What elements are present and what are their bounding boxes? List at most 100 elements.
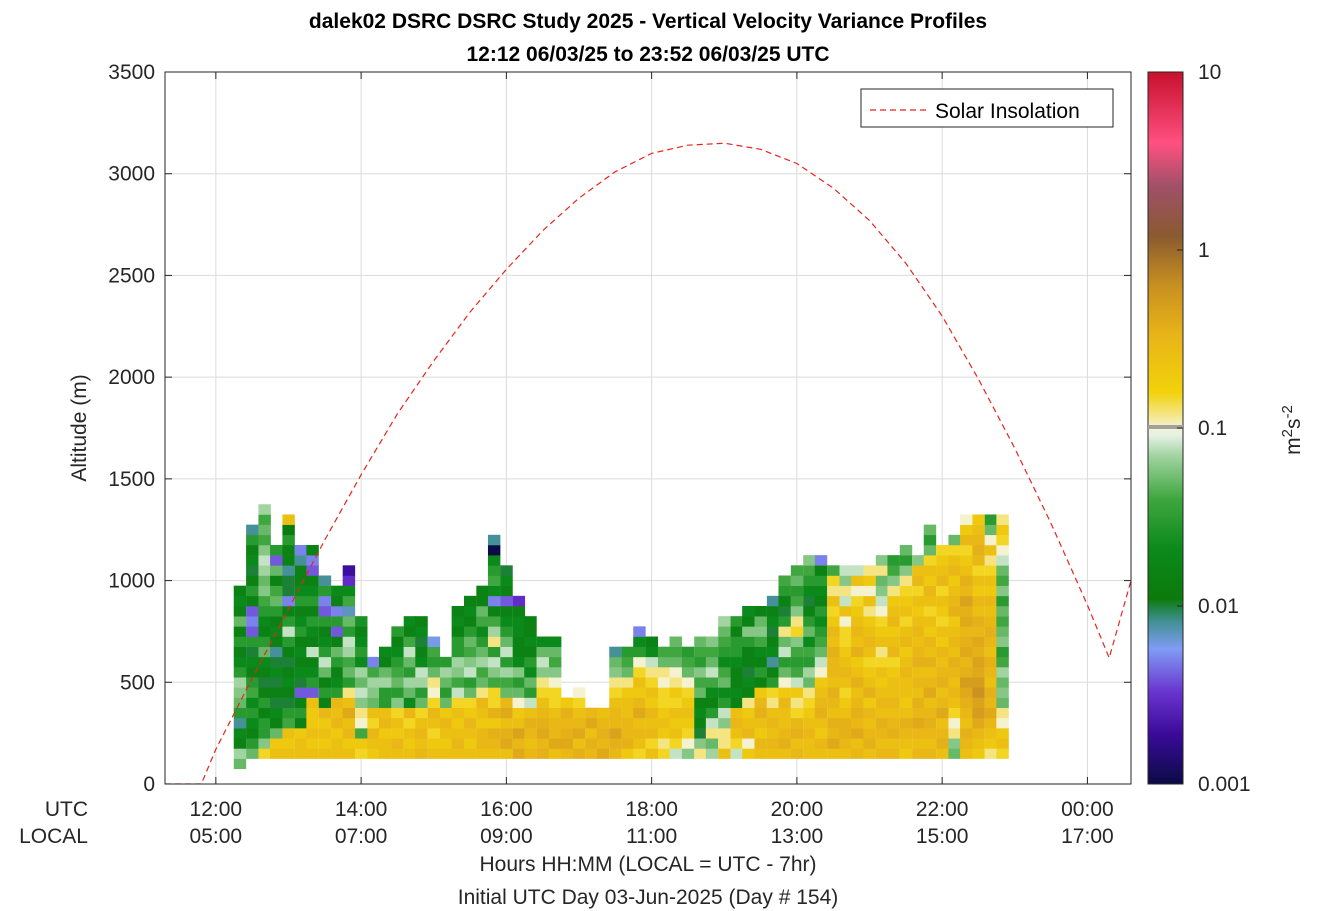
variance-cell [282, 575, 295, 586]
colorbar-tick-label: 0.001 [1198, 773, 1251, 796]
variance-cell [996, 544, 1009, 556]
variance-cell [500, 728, 513, 739]
variance-cell [778, 687, 791, 698]
variance-cell [803, 738, 816, 749]
variance-cell [972, 534, 985, 546]
variance-cell [294, 687, 308, 698]
variance-cell [875, 636, 889, 647]
variance-cell [730, 646, 743, 658]
variance-cell [342, 585, 356, 597]
variance-cell [669, 738, 682, 749]
variance-cell [705, 728, 719, 739]
variance-cell [657, 656, 671, 668]
variance-cell [645, 667, 658, 678]
variance-cell [863, 626, 876, 637]
variance-cell [887, 687, 900, 698]
variance-cell [778, 636, 791, 647]
variance-cell [233, 707, 247, 719]
variance-cell [923, 656, 937, 668]
variance-cell [778, 646, 791, 658]
variance-cell [912, 707, 925, 719]
variance-cell [803, 748, 816, 759]
variance-cell [318, 606, 332, 617]
variance-cell [694, 697, 707, 709]
variance-cell [463, 616, 477, 627]
variance-cell [923, 524, 937, 536]
variance-cell [887, 606, 900, 617]
variance-cell [258, 717, 271, 729]
variance-cell [270, 544, 283, 556]
variance-cell [294, 697, 308, 709]
variance-cell [948, 667, 961, 678]
variance-cell [451, 667, 465, 678]
variance-cell [512, 626, 526, 637]
variance-cell [972, 707, 985, 719]
variance-cell [754, 748, 767, 759]
variance-cell [790, 565, 804, 576]
variance-cell [790, 575, 804, 586]
variance-cell [270, 595, 283, 607]
variance-cell [246, 717, 259, 729]
variance-cell [851, 738, 864, 749]
variance-cell [342, 667, 356, 678]
variance-cell [766, 728, 780, 739]
variance-cell [899, 646, 913, 658]
variance-cell [766, 738, 780, 749]
variance-cell [548, 707, 562, 719]
x-tick-label-local: 13:00 [771, 825, 824, 848]
variance-cell [972, 544, 985, 556]
variance-cell [936, 667, 949, 678]
variance-cell [899, 728, 913, 739]
variance-cell [912, 646, 925, 658]
variance-cell [778, 707, 791, 719]
variance-cell [960, 555, 973, 566]
variance-cell [718, 677, 731, 688]
variance-cell [282, 707, 295, 719]
variance-cell [572, 748, 586, 759]
variance-cell [657, 728, 671, 739]
variance-cell [863, 585, 876, 597]
variance-cell [742, 616, 755, 627]
variance-cell [839, 565, 852, 576]
variance-cell [258, 565, 271, 576]
variance-cell [270, 667, 283, 678]
variance-cell [596, 738, 610, 749]
variance-cell [863, 656, 876, 668]
variance-cell [306, 748, 319, 759]
variance-cell [839, 687, 852, 698]
variance-cell [863, 667, 876, 678]
variance-cell [972, 728, 985, 739]
variance-cell [839, 585, 852, 597]
variance-cell [960, 636, 973, 647]
variance-cell [790, 707, 804, 719]
variance-cell [463, 738, 477, 749]
variance-cell [814, 606, 828, 617]
variance-cell [718, 626, 731, 637]
variance-cell [487, 585, 501, 597]
variance-cell [851, 707, 864, 719]
variance-cell [827, 626, 840, 637]
variance-cell [451, 606, 465, 617]
variance-cell [572, 707, 586, 719]
variance-cell [863, 575, 876, 586]
variance-cell [270, 656, 283, 668]
variance-cell [972, 667, 985, 678]
variance-cell [863, 687, 876, 698]
variance-cell [306, 656, 319, 668]
variance-cell [282, 524, 295, 536]
variance-cell [609, 717, 622, 729]
variance-cell [403, 616, 417, 627]
variance-cell [705, 636, 719, 647]
variance-cell [487, 687, 501, 698]
variance-cell [403, 697, 417, 709]
variance-cell [681, 697, 695, 709]
variance-cell [803, 565, 816, 576]
variance-cell [960, 707, 973, 719]
variance-cell [331, 606, 344, 617]
variance-cell [984, 656, 998, 668]
variance-cell [887, 595, 900, 607]
variance-cell [548, 697, 562, 709]
variance-cell [923, 626, 937, 637]
variance-cell [875, 677, 889, 688]
variance-cell [742, 687, 755, 698]
